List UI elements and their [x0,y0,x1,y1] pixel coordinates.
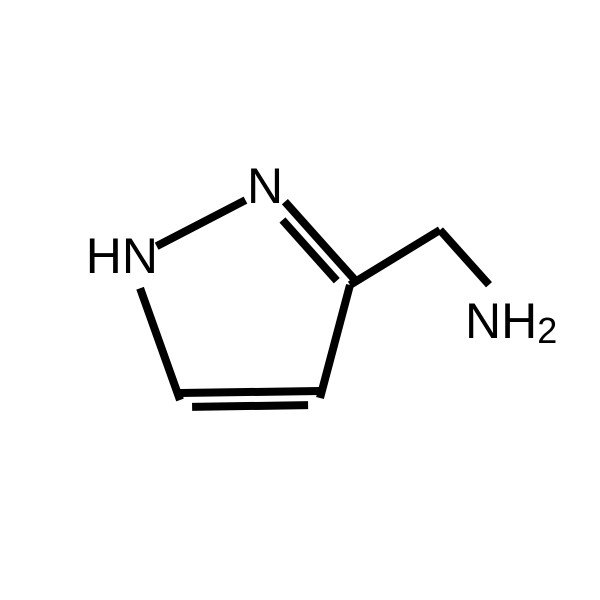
atom-label: HN [86,228,158,284]
molecule-diagram: N HN NH2 [0,0,600,600]
atom-label: N [247,158,283,214]
atom-label: NH2 [465,293,557,351]
